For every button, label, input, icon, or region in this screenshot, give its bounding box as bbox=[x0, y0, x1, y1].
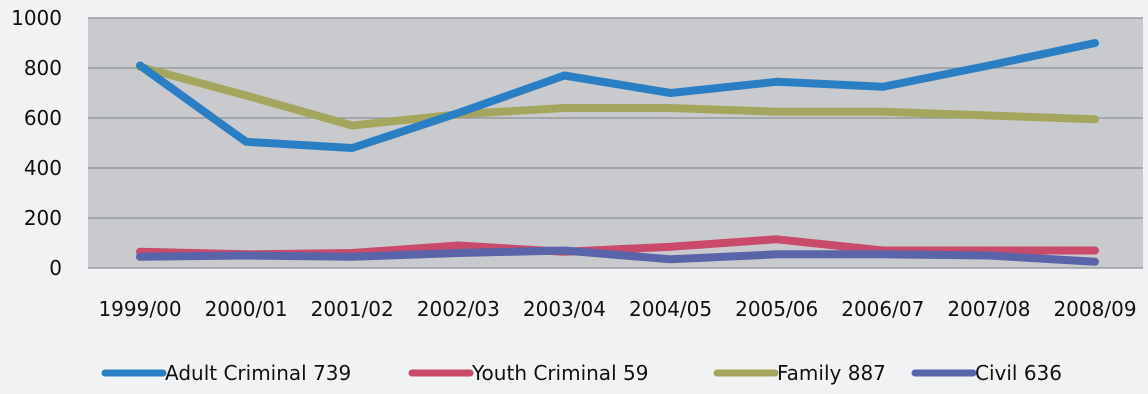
y-tick-label: 200 bbox=[24, 206, 62, 230]
x-tick-label: 2001/02 bbox=[311, 297, 394, 321]
x-tick-label: 1999/00 bbox=[98, 297, 181, 321]
x-tick-label: 2000/01 bbox=[205, 297, 288, 321]
x-axis-ticks: 1999/00 2000/01 2001/02 2002/03 2003/04 2004/… bbox=[98, 297, 1136, 321]
x-tick-label: 2005/06 bbox=[735, 297, 818, 321]
legend-label: Adult Criminal 739 bbox=[165, 361, 351, 385]
series-line-civil bbox=[136, 246, 1099, 266]
legend-label: Youth Criminal 59 bbox=[471, 361, 648, 385]
y-tick-label: 1000 bbox=[11, 6, 62, 30]
y-axis-ticks: 0 200 400 600 800 1000 bbox=[11, 6, 62, 280]
y-tick-label: 600 bbox=[24, 106, 62, 130]
y-tick-label: 800 bbox=[24, 56, 62, 80]
series-line-adult bbox=[136, 39, 1099, 152]
series-lines bbox=[136, 39, 1099, 266]
y-tick-label: 400 bbox=[24, 156, 62, 180]
x-tick-label: 2004/05 bbox=[629, 297, 712, 321]
x-tick-label: 2008/09 bbox=[1053, 297, 1136, 321]
x-tick-label: 2003/04 bbox=[523, 297, 606, 321]
gridlines bbox=[88, 17, 1143, 269]
legend: Adult Criminal 739 Youth Criminal 59 Famil… bbox=[101, 361, 1062, 385]
y-tick-label: 0 bbox=[49, 256, 62, 280]
legend-label: Family 887 bbox=[777, 361, 886, 385]
legend-label: Civil 636 bbox=[975, 361, 1062, 385]
x-tick-label: 2006/07 bbox=[841, 297, 924, 321]
x-tick-label: 2002/03 bbox=[417, 297, 500, 321]
series-line-family bbox=[136, 62, 1099, 130]
x-tick-label: 2007/08 bbox=[947, 297, 1030, 321]
